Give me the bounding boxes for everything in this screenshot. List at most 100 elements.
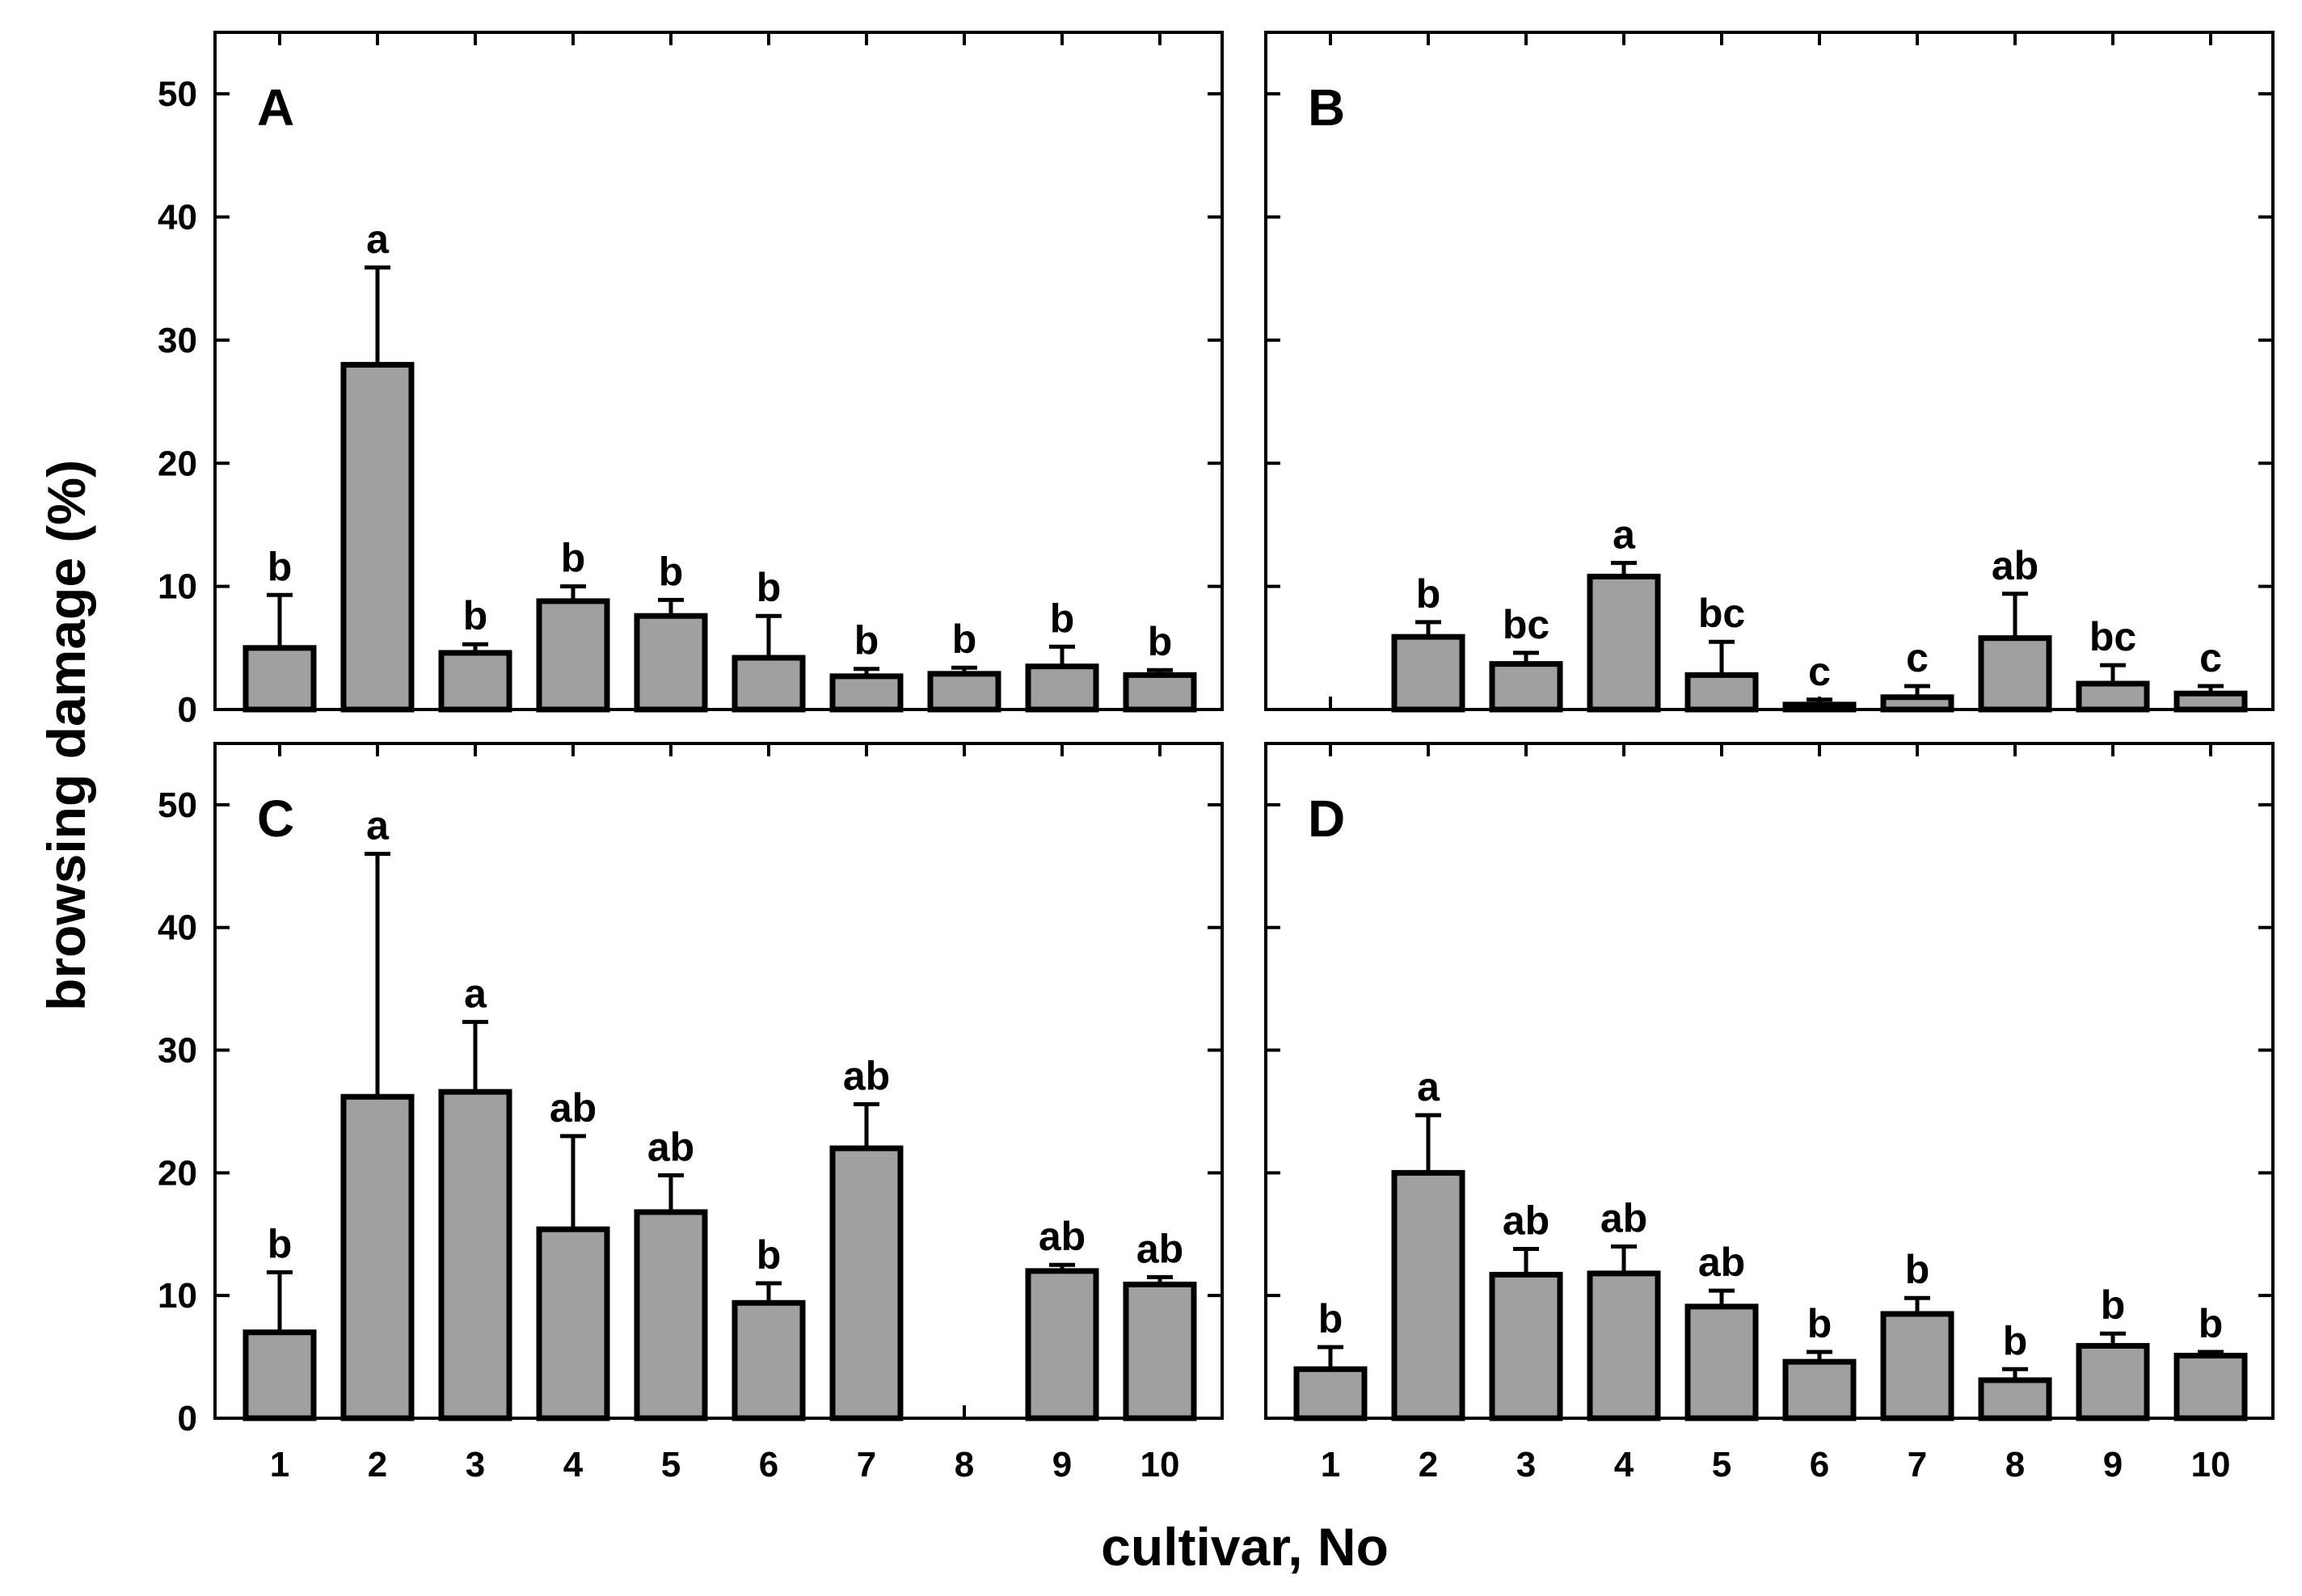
bar xyxy=(1782,1358,1857,1421)
panel-b: Bb bc a bc c c ab bc c xyxy=(1264,31,2275,713)
bar xyxy=(438,1089,512,1421)
panel-c: 0 10 20 30 40 50 Cb 1 a 2 a 3 ab 4 ab 5 b 6 ab 7 8 ab 9 ab 10 xyxy=(158,742,1224,1484)
bar xyxy=(2173,690,2248,713)
significance-letter: b xyxy=(463,593,488,638)
bar xyxy=(731,655,806,713)
significance-letter: ab xyxy=(843,1053,890,1098)
x-tick-label: 7 xyxy=(1908,1445,1927,1484)
panel-label: C xyxy=(257,790,294,848)
bar xyxy=(1684,1303,1759,1421)
significance-letter: a xyxy=(366,217,390,262)
x-tick-label: 2 xyxy=(368,1445,387,1484)
bar xyxy=(731,1299,806,1421)
panel-label: A xyxy=(257,78,294,137)
x-tick-label: 10 xyxy=(1140,1445,1180,1484)
panel-label: B xyxy=(1308,78,1345,137)
y-tick-label: 30 xyxy=(158,1031,197,1071)
bar xyxy=(1978,1377,2052,1421)
significance-letter: a xyxy=(1613,512,1636,558)
x-tick-label: 1 xyxy=(270,1445,289,1484)
significance-letter: b xyxy=(952,617,977,662)
y-tick-label: 10 xyxy=(158,1276,197,1316)
bar xyxy=(1293,1366,1368,1421)
bar xyxy=(1489,1271,1563,1421)
bar xyxy=(829,673,904,713)
y-tick-label: 10 xyxy=(158,567,197,607)
x-tick-label: 3 xyxy=(1516,1445,1536,1484)
bar xyxy=(1391,634,1465,713)
bar xyxy=(1587,1270,1661,1421)
bar xyxy=(2076,1342,2150,1421)
y-axis-title: browsing damage (%) xyxy=(36,460,96,1011)
bar xyxy=(1880,1311,1954,1421)
bar xyxy=(1123,1282,1197,1421)
y-tick-label: 40 xyxy=(158,908,197,948)
significance-letter: ab xyxy=(1992,543,2038,588)
x-tick-label: 9 xyxy=(2103,1445,2123,1484)
x-tick-label: 2 xyxy=(1419,1445,1438,1484)
significance-letter: b xyxy=(2199,1301,2224,1346)
significance-letter: ab xyxy=(1698,1240,1745,1285)
bar xyxy=(1880,694,1954,713)
panel-frame xyxy=(213,742,1224,1420)
y-tick-label: 20 xyxy=(158,1153,197,1193)
bar xyxy=(634,1209,708,1421)
bar xyxy=(1684,672,1759,713)
bar xyxy=(242,645,317,713)
significance-letter: b xyxy=(561,536,586,581)
bar xyxy=(536,598,610,713)
x-tick-label: 1 xyxy=(1321,1445,1340,1484)
significance-letter: b xyxy=(1148,619,1173,664)
significance-letter: b xyxy=(268,1221,293,1266)
bar xyxy=(2076,680,2150,713)
bar xyxy=(2173,1353,2248,1421)
bar xyxy=(242,1329,317,1421)
y-tick-label: 50 xyxy=(158,785,197,825)
significance-letter: b xyxy=(1318,1296,1343,1341)
bar xyxy=(1782,701,1857,713)
significance-letter: ab xyxy=(647,1124,694,1169)
bar xyxy=(1123,672,1197,713)
significance-letter: a xyxy=(464,971,487,1017)
significance-letter: bc xyxy=(1698,591,1745,636)
significance-letter: b xyxy=(2101,1282,2126,1328)
panel-label: D xyxy=(1308,790,1345,848)
x-axis-title: cultivar, No xyxy=(1101,1517,1389,1577)
x-tick-label: 4 xyxy=(563,1445,584,1484)
significance-letter: b xyxy=(659,549,684,594)
x-tick-label: 8 xyxy=(955,1445,974,1484)
panel-frame xyxy=(1264,31,2275,711)
significance-letter: ab xyxy=(550,1085,597,1131)
x-tick-label: 5 xyxy=(661,1445,681,1484)
significance-letter: ab xyxy=(1039,1214,1086,1259)
y-tick-label: 40 xyxy=(158,198,197,238)
significance-letter: c xyxy=(2199,635,2222,680)
bar xyxy=(927,671,1001,713)
x-tick-label: 6 xyxy=(759,1445,778,1484)
y-tick-label: 20 xyxy=(158,444,197,483)
panel-d: Db 1 a 2 ab 3 ab 4 ab 5 b 6 b 7 b 8 b 9 b 10 xyxy=(1264,742,2275,1484)
y-tick-label: 0 xyxy=(178,690,197,730)
x-tick-label: 9 xyxy=(1052,1445,1072,1484)
significance-letter: b xyxy=(2003,1318,2028,1363)
panel-frame xyxy=(213,31,1224,711)
significance-letter: bc xyxy=(2089,614,2136,659)
significance-letter: a xyxy=(366,803,390,849)
significance-letter: b xyxy=(1807,1301,1832,1346)
significance-letter: bc xyxy=(1503,602,1549,647)
significance-letter: c xyxy=(1906,635,1929,680)
x-tick-label: 7 xyxy=(857,1445,876,1484)
x-tick-label: 6 xyxy=(1810,1445,1829,1484)
bar xyxy=(1587,573,1661,713)
bar xyxy=(829,1145,904,1421)
bar xyxy=(536,1226,610,1421)
significance-letter: a xyxy=(1417,1064,1440,1110)
significance-letter: b xyxy=(268,544,293,589)
bar xyxy=(438,650,512,713)
y-tick-label: 50 xyxy=(158,74,197,114)
significance-letter: b xyxy=(1905,1247,1930,1292)
bar xyxy=(340,1093,415,1421)
bar xyxy=(1978,635,2052,713)
